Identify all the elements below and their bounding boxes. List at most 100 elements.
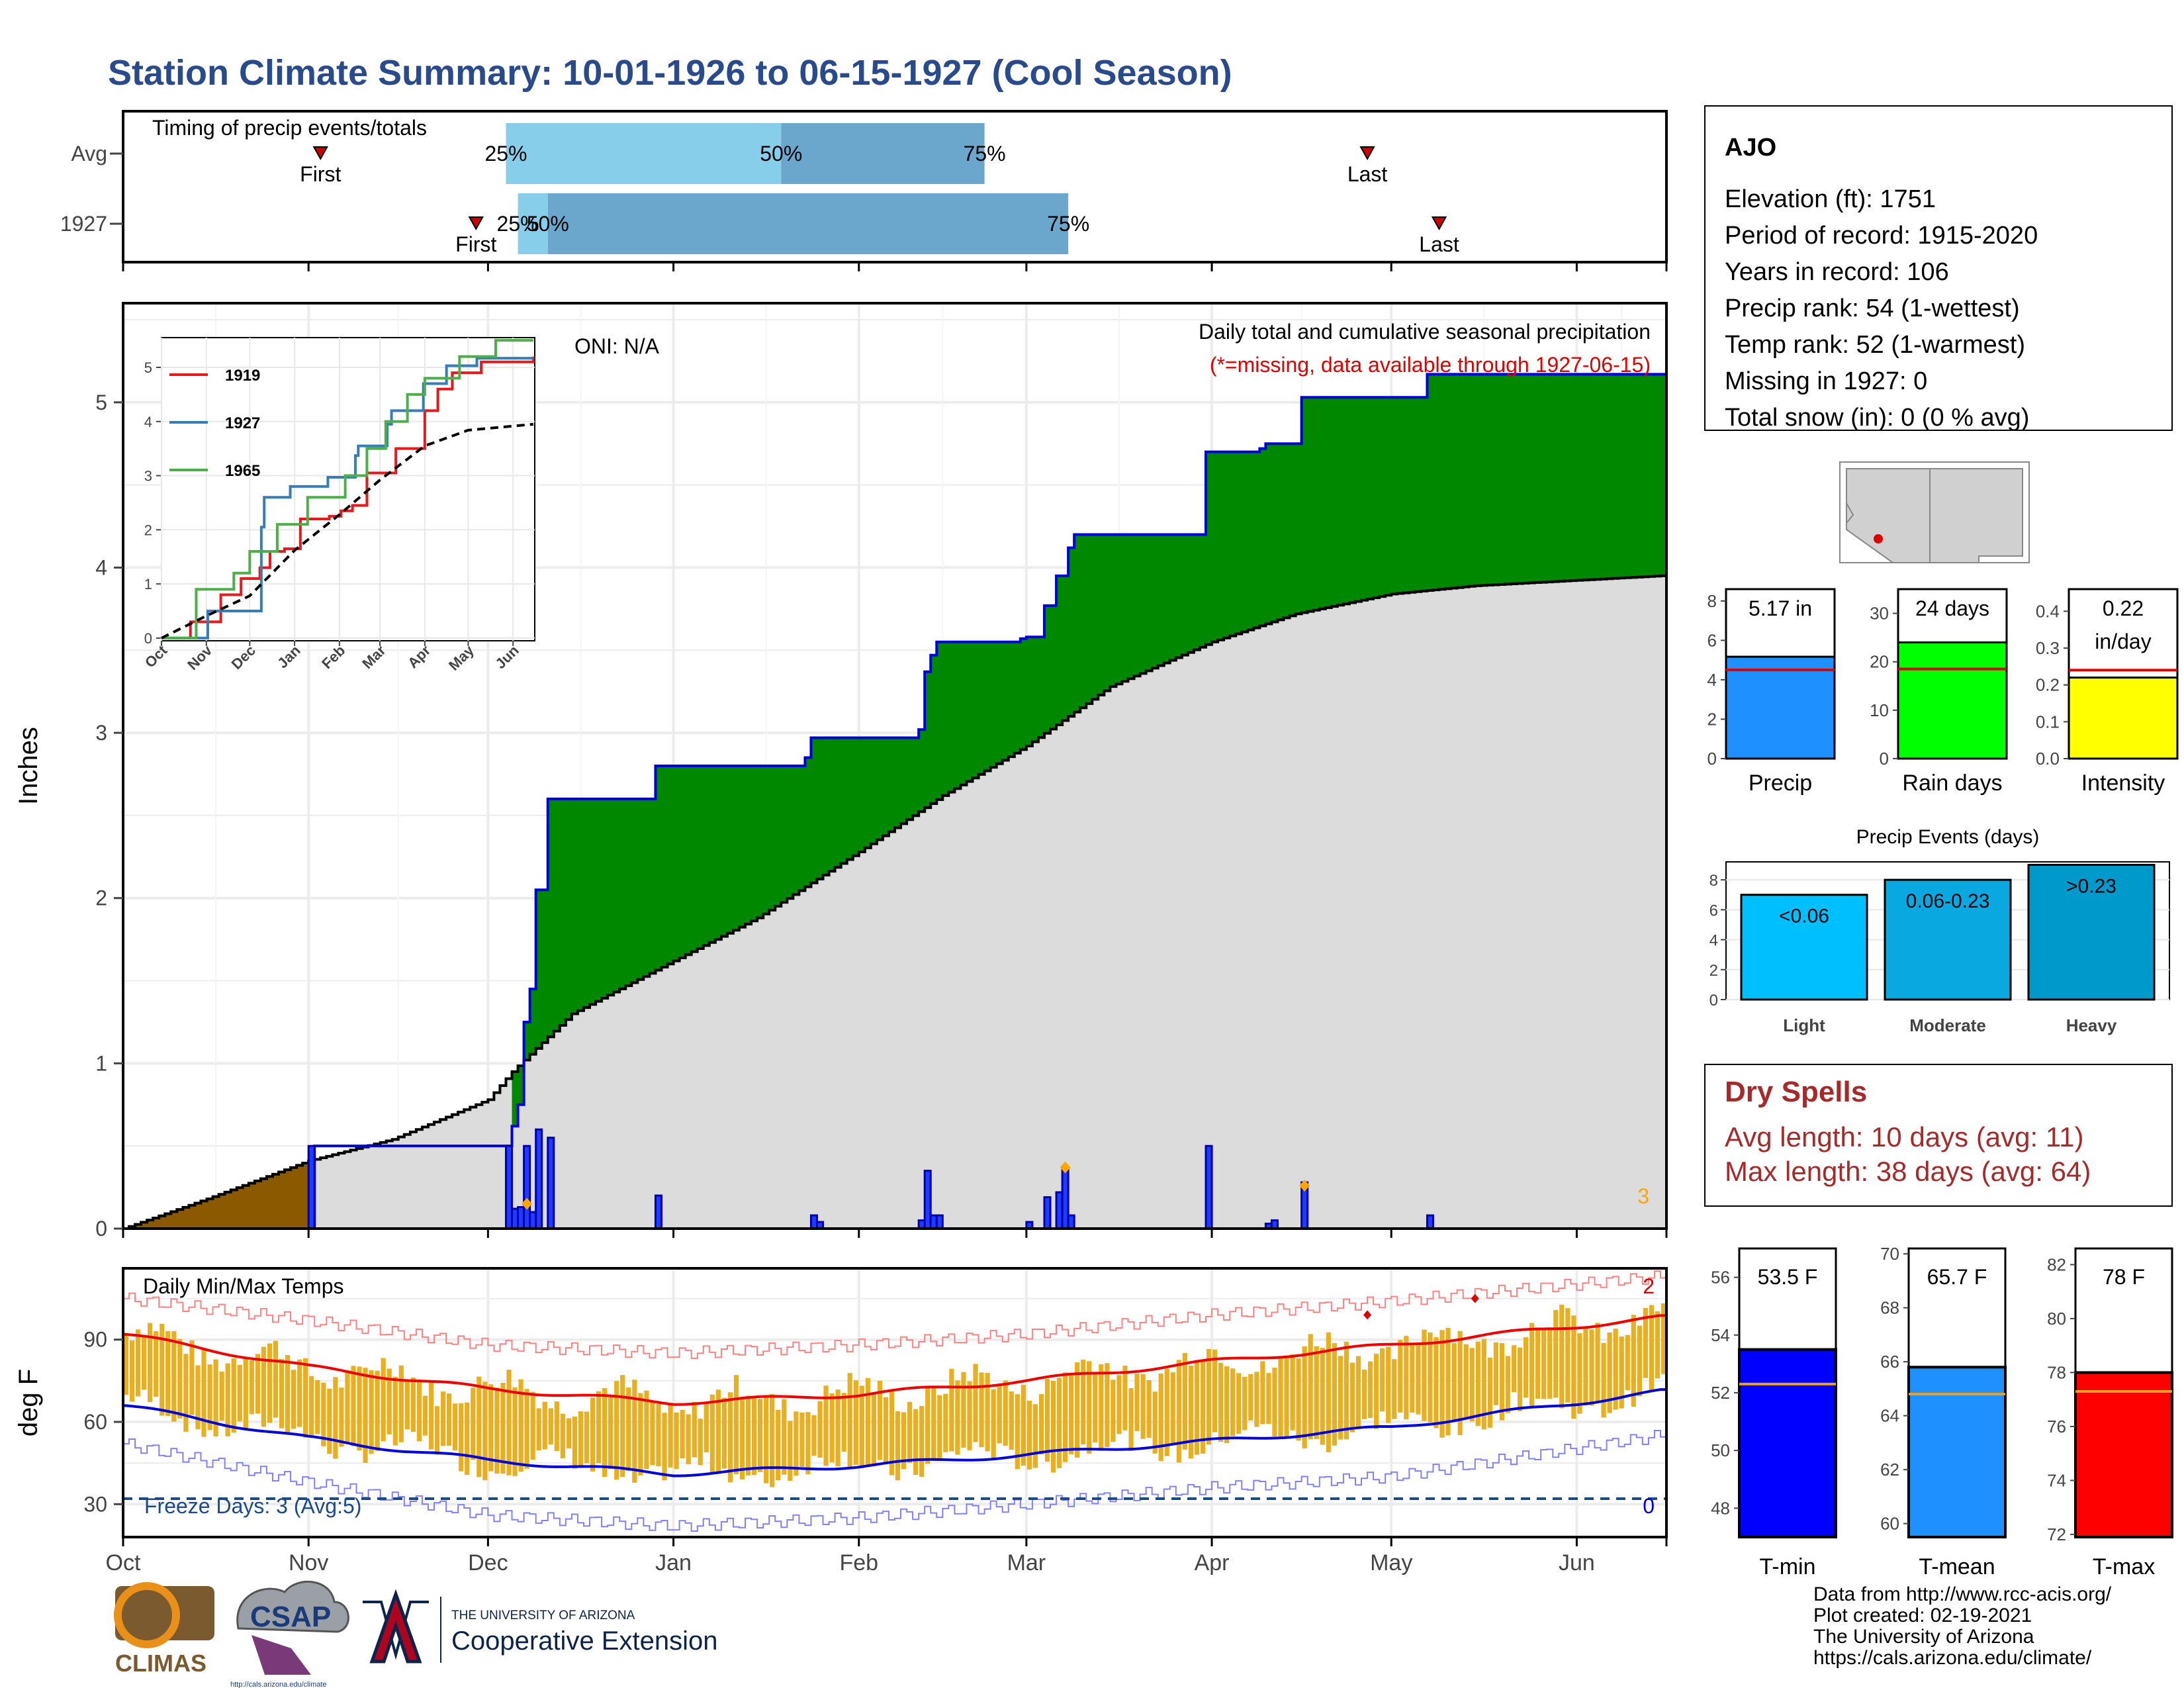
daily-temp-bar	[1122, 1365, 1128, 1430]
logos: CLIMAS CSAP http://cals.arizona.edu/clim…	[114, 1581, 717, 1688]
temp-summary-value-1: 65.7 F	[1927, 1265, 1987, 1289]
daily-temp-bar	[871, 1393, 876, 1465]
daily-temp-bar	[345, 1370, 350, 1444]
daily-temp-bar	[841, 1393, 846, 1452]
daily-temp-bar	[1230, 1368, 1236, 1436]
daily-temp-bar	[1069, 1374, 1074, 1454]
mini-chart-tick-label: 0.1	[2036, 712, 2060, 731]
mini-chart-label-0: Precip	[1749, 771, 1812, 796]
daily-temp-bar	[195, 1365, 201, 1430]
month-label-dec: Dec	[468, 1550, 508, 1575]
mini-chart-value-unit-2: in/day	[2095, 630, 2151, 653]
events-category-label: Heavy	[2066, 1015, 2117, 1035]
daily-temp-bar	[422, 1395, 428, 1436]
daily-temp-bar	[440, 1391, 446, 1446]
precip-y-tick-label: 0	[95, 1217, 107, 1241]
daily-temp-bar	[662, 1413, 667, 1481]
temp-summary-tick-label: 50	[1711, 1440, 1730, 1460]
daily-temp-bar	[967, 1381, 972, 1450]
precip-panel-note: (*=missing, data available through 1927-…	[1210, 353, 1651, 377]
daily-precip-bar	[1205, 1145, 1213, 1230]
inset-y-tick-label: 2	[144, 522, 152, 538]
daily-temp-bar	[488, 1384, 494, 1472]
csap-cloud	[236, 1581, 349, 1633]
timing-label-75: 75%	[964, 142, 1006, 165]
extreme-event-marker	[1060, 1161, 1071, 1174]
daily-temp-bar	[1349, 1362, 1355, 1432]
dry-spells-title: Dry Spells	[1725, 1076, 1867, 1108]
daily-temp-bar	[1050, 1381, 1056, 1473]
inset-y-tick-label: 4	[144, 414, 152, 430]
daily-temp-bar	[231, 1358, 236, 1433]
daily-temp-bar	[477, 1376, 482, 1477]
map-new-mexico	[1929, 468, 2023, 563]
inset-average-line	[161, 422, 533, 639]
daily-temp-bar	[1451, 1342, 1457, 1420]
climas-logo: CLIMAS	[114, 1582, 214, 1677]
mini-chart-tick-label: 0	[1707, 749, 1717, 769]
daily-temp-bar	[375, 1370, 380, 1452]
daily-temp-bar	[847, 1373, 852, 1469]
daily-temp-bar	[1565, 1308, 1570, 1403]
timing-first-marker	[312, 146, 328, 161]
university-logo: THE UNIVERSITY OF ARIZONA Cooperative Ex…	[363, 1589, 717, 1664]
temp-summary-label-1: T-mean	[1919, 1554, 1995, 1579]
daily-precip-bar	[935, 1214, 944, 1230]
daily-temp-bar	[1487, 1357, 1492, 1428]
daily-temp-bar	[1003, 1380, 1008, 1446]
daily-temp-bar	[1523, 1337, 1529, 1398]
inset-y-tick-label: 0	[144, 630, 152, 647]
daily-temp-bar	[1463, 1344, 1469, 1419]
timing-label-50: 50%	[527, 212, 569, 236]
daily-temp-bar	[1613, 1329, 1618, 1410]
daily-temp-bar	[1188, 1365, 1194, 1459]
timing-title: Timing of precip events/totals	[152, 116, 427, 140]
precip-normal-area	[314, 575, 1667, 1229]
events-bar-light	[1740, 894, 1868, 1001]
daily-temp-bar	[608, 1395, 614, 1470]
daily-temp-bar	[530, 1391, 535, 1460]
daily-temp-bar	[626, 1387, 631, 1472]
temp-y-tick-label: 90	[83, 1328, 107, 1352]
daily-temp-bar	[650, 1401, 655, 1466]
events-tick-label: 6	[1709, 902, 1718, 919]
dry-spells-avg: Avg length: 10 days (avg: 11)	[1725, 1121, 2083, 1152]
daily-temp-bar	[249, 1360, 254, 1415]
daily-temp-bar	[1099, 1364, 1104, 1451]
daily-precip-bar	[1043, 1196, 1052, 1230]
daily-temp-bar	[506, 1370, 512, 1476]
daily-temp-bar	[799, 1412, 805, 1467]
mini-chart-value-1: 24 days	[1915, 596, 1989, 620]
daily-temp-bar	[1625, 1335, 1630, 1391]
daily-temp-bar	[1218, 1362, 1224, 1442]
daily-temp-bar	[829, 1393, 835, 1462]
daily-temp-bar	[1343, 1341, 1349, 1440]
daily-temp-bar	[1302, 1346, 1307, 1449]
extreme-event-marker	[1299, 1180, 1310, 1192]
daily-temp-bar	[739, 1397, 745, 1479]
daily-temp-bar	[225, 1363, 230, 1436]
daily-temp-bar	[1206, 1348, 1212, 1445]
month-label-mar: Mar	[1007, 1550, 1046, 1575]
daily-temp-bar	[554, 1401, 559, 1452]
daily-temp-bar	[518, 1379, 523, 1472]
events-category-label: Light	[1783, 1015, 1825, 1035]
daily-temp-bar	[1355, 1356, 1361, 1428]
precip-y-tick-label: 3	[95, 721, 107, 745]
daily-temp-bar	[1416, 1343, 1421, 1415]
daily-temp-bar	[404, 1382, 410, 1430]
daily-temp-bar	[494, 1387, 500, 1474]
timing-last-marker	[1431, 216, 1447, 231]
daily-temp-bar	[937, 1395, 942, 1458]
daily-temp-bar	[1661, 1303, 1666, 1374]
daily-temp-bar	[1111, 1380, 1116, 1442]
daily-temp-bar	[512, 1387, 518, 1476]
daily-temp-bar	[381, 1358, 386, 1442]
daily-precip-bar	[1426, 1214, 1434, 1230]
daily-temp-bar	[632, 1380, 637, 1483]
mini-chart-tick-label: 2	[1707, 709, 1717, 729]
temp-summary-label-0: T-min	[1760, 1554, 1816, 1579]
precip-surplus-area	[512, 374, 1666, 1127]
temp-summary-tick-label: 78	[2047, 1362, 2066, 1382]
daily-temp-bar	[1314, 1346, 1319, 1439]
